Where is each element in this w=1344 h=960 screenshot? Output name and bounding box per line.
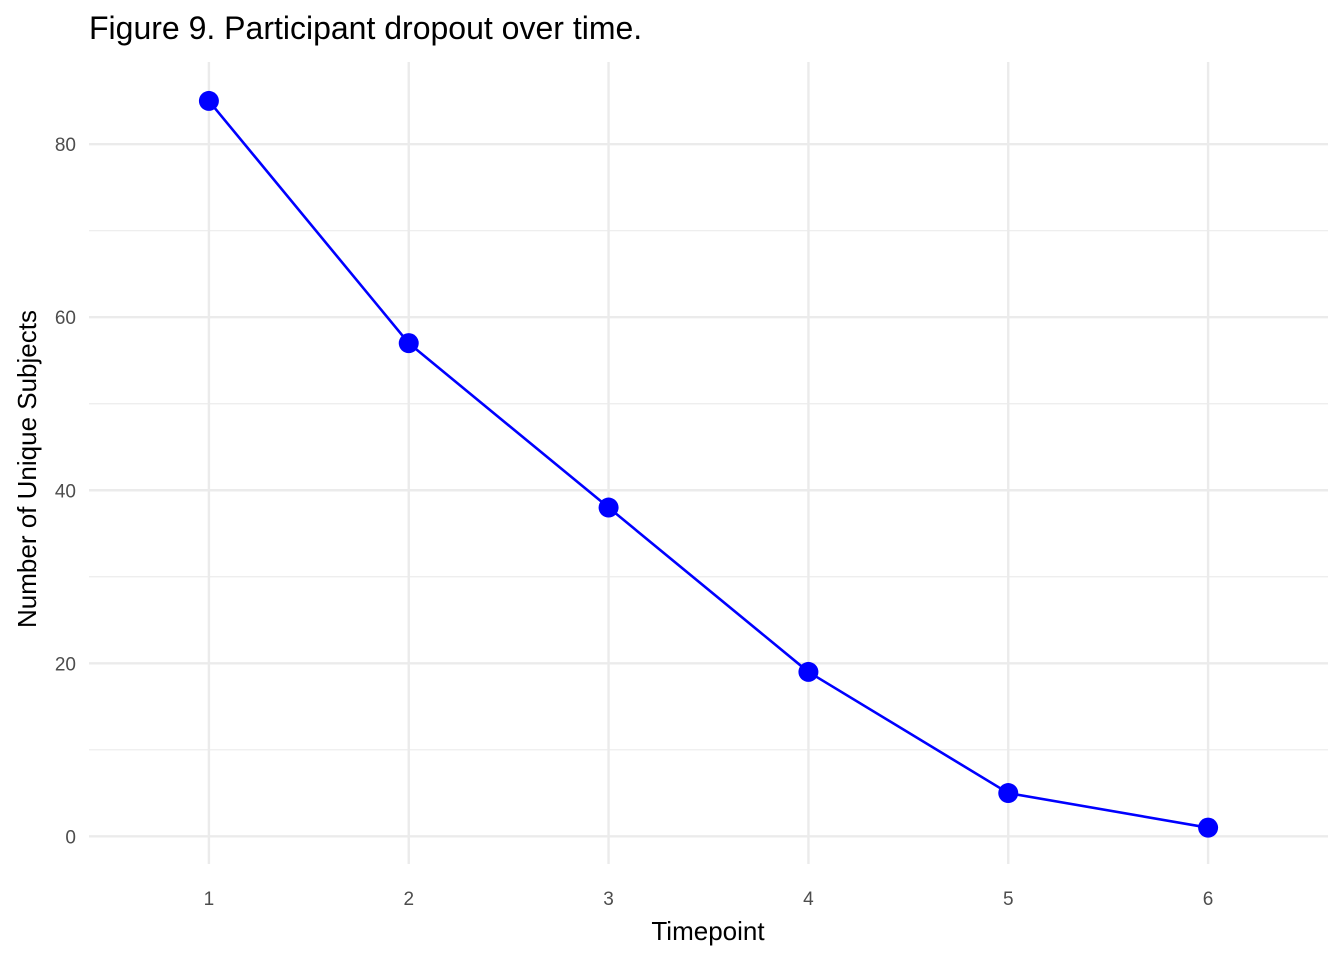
data-point [798,661,819,682]
x-tick-label: 5 [1003,889,1014,910]
y-tick-label: 0 [65,827,76,848]
y-tick-label: 40 [55,481,76,502]
minor-grid [89,230,1328,751]
y-tick-label: 60 [55,308,76,329]
data-point [998,783,1019,804]
x-tick-label: 1 [204,889,215,910]
chart-title: Figure 9. Participant dropout over time. [89,10,642,46]
x-tick-label: 4 [803,889,814,910]
x-tick-label: 3 [603,889,614,910]
major-grid [89,62,1328,864]
y-tick-label: 20 [55,654,76,675]
data-point [198,90,219,111]
y-axis-title: Number of Unique Subjects [12,310,42,628]
x-tick-label: 6 [1203,889,1214,910]
data-point [398,333,419,354]
y-tick-label: 80 [55,135,76,156]
x-axis-title: Timepoint [651,916,765,946]
series-line [207,100,1209,829]
x-tick-label: 2 [403,889,414,910]
series-layer [198,90,1219,838]
data-point [598,497,619,518]
data-point [1198,817,1219,838]
tick-labels: 0 20 40 60 80 1 2 3 4 5 6 [55,135,1214,910]
